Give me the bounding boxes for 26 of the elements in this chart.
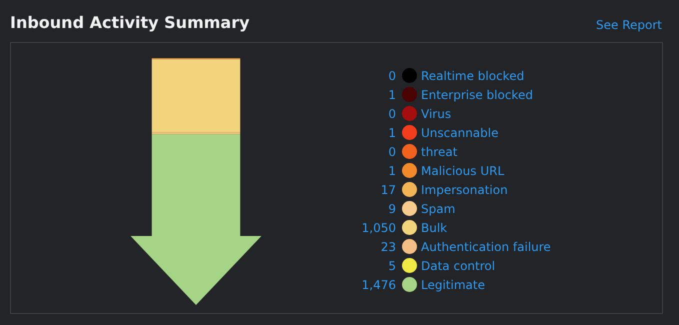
data-label: 1,050 xyxy=(360,220,396,234)
legend-label: Legitimate xyxy=(421,278,485,292)
legend-label: Unscannable xyxy=(421,126,498,140)
legend-label: Enterprise blocked xyxy=(421,88,533,102)
legend-label: Impersonation xyxy=(421,182,508,196)
data-label: 23 xyxy=(380,240,396,254)
legend-label: Realtime blocked xyxy=(421,68,524,82)
legend-label: Bulk xyxy=(421,220,448,234)
text: See Report xyxy=(596,18,662,32)
data-label: 1 xyxy=(387,88,396,102)
legend-label: Malicious URL xyxy=(421,164,504,178)
data-label: 9 xyxy=(387,202,396,216)
legend-label: threat xyxy=(421,144,458,158)
data-label: 1,476 xyxy=(360,278,396,292)
legend-label: Authentication failure xyxy=(421,240,551,254)
legend-label: Spam xyxy=(421,202,456,216)
data-label: 17 xyxy=(380,182,396,196)
text: Inbound Activity Summary xyxy=(10,13,250,32)
legend-label: Data control xyxy=(421,258,496,272)
data-label: 1 xyxy=(387,126,396,140)
legend-label: Virus xyxy=(421,106,452,120)
data-label: 1 xyxy=(387,164,396,178)
data-label: 0 xyxy=(387,106,396,120)
data-label: 0 xyxy=(387,68,396,82)
data-label: 0 xyxy=(387,144,396,158)
data-label: 5 xyxy=(387,258,396,272)
